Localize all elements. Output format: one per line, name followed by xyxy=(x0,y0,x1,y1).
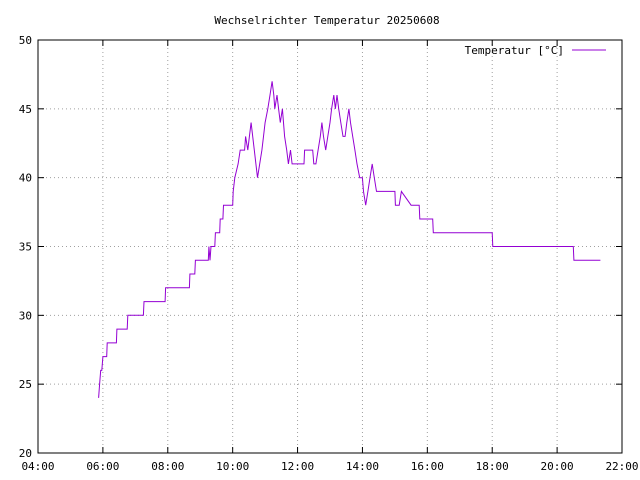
x-tick-label: 12:00 xyxy=(281,460,314,473)
x-tick-label: 14:00 xyxy=(346,460,379,473)
y-tick-label: 35 xyxy=(19,241,32,254)
series-line xyxy=(98,81,601,398)
legend-label: Temperatur [°C] xyxy=(465,44,564,57)
x-tick-label: 08:00 xyxy=(151,460,184,473)
chart-title: Wechselrichter Temperatur 20250608 xyxy=(214,14,439,27)
x-tick-label: 04:00 xyxy=(21,460,54,473)
legend: Temperatur [°C] xyxy=(465,44,606,57)
y-tick-label: 25 xyxy=(19,378,32,391)
axes: 20 25 30 35 40 45 50 04:00 06:00 08:00 10:00 12:00 1… xyxy=(19,34,639,473)
series-layer xyxy=(98,81,601,398)
x-tick-label: 10:00 xyxy=(216,460,249,473)
grid xyxy=(38,40,622,453)
x-tick-label: 06:00 xyxy=(86,460,119,473)
y-tick-label: 40 xyxy=(19,172,32,185)
y-tick-label: 45 xyxy=(19,103,32,116)
y-tick-label: 20 xyxy=(19,447,32,460)
y-tick-label: 30 xyxy=(19,309,32,322)
y-tick-label: 50 xyxy=(19,34,32,47)
x-tick-label: 20:00 xyxy=(541,460,574,473)
x-tick-label: 16:00 xyxy=(411,460,444,473)
x-tick-label: 18:00 xyxy=(476,460,509,473)
x-tick-label: 22:00 xyxy=(605,460,638,473)
